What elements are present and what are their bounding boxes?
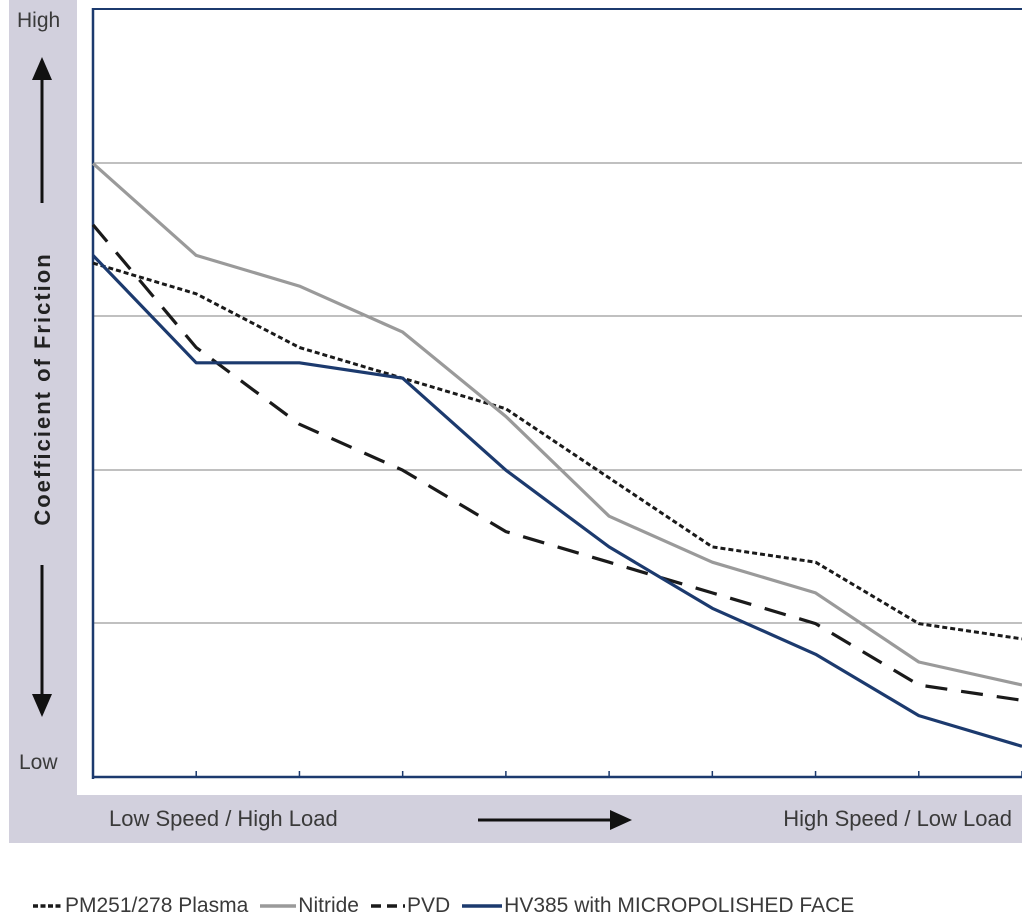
series-lines (91, 162, 1022, 748)
legend-item-1: Nitride (260, 894, 359, 918)
y-up-arrow-head (32, 57, 52, 80)
y-low-label: Low (19, 751, 58, 774)
legend: PM251/278 Plasma Nitride PVD HV385 with MIC… (33, 893, 866, 919)
legend-swatch-2 (370, 904, 405, 908)
legend-swatch-3 (462, 904, 503, 908)
series-line-3 (91, 254, 1022, 748)
legend-label-1: Nitride (298, 894, 359, 917)
x-right-label: High Speed / Low Load (783, 806, 1012, 831)
x-ticks (195, 771, 1022, 777)
arrows (32, 57, 632, 830)
legend-item-3: HV385 with MICROPOLISHED FACE (462, 894, 854, 918)
legend-label-2: PVD (406, 894, 451, 917)
gridlines (93, 162, 1022, 624)
legend-label-0: PM251/278 Plasma (65, 894, 249, 917)
x-arrow-head (610, 810, 632, 830)
y-high-label: High (17, 9, 61, 32)
y-down-arrow-head (32, 694, 52, 717)
series-line-2 (91, 223, 1022, 702)
legend-swatch-0 (33, 904, 63, 908)
axes (91, 8, 1022, 779)
plot-area (92, 0, 1022, 780)
legend-item-2: PVD (370, 894, 451, 918)
series-line-0 (92, 261, 1022, 641)
x-left-label: Low Speed / High Load (109, 806, 338, 831)
legend-item-0: PM251/278 Plasma (33, 894, 248, 918)
legend-label-3: HV385 with MICROPOLISHED FACE (504, 894, 855, 917)
series-line-1 (91, 162, 1022, 687)
legend-swatch-1 (260, 904, 297, 908)
